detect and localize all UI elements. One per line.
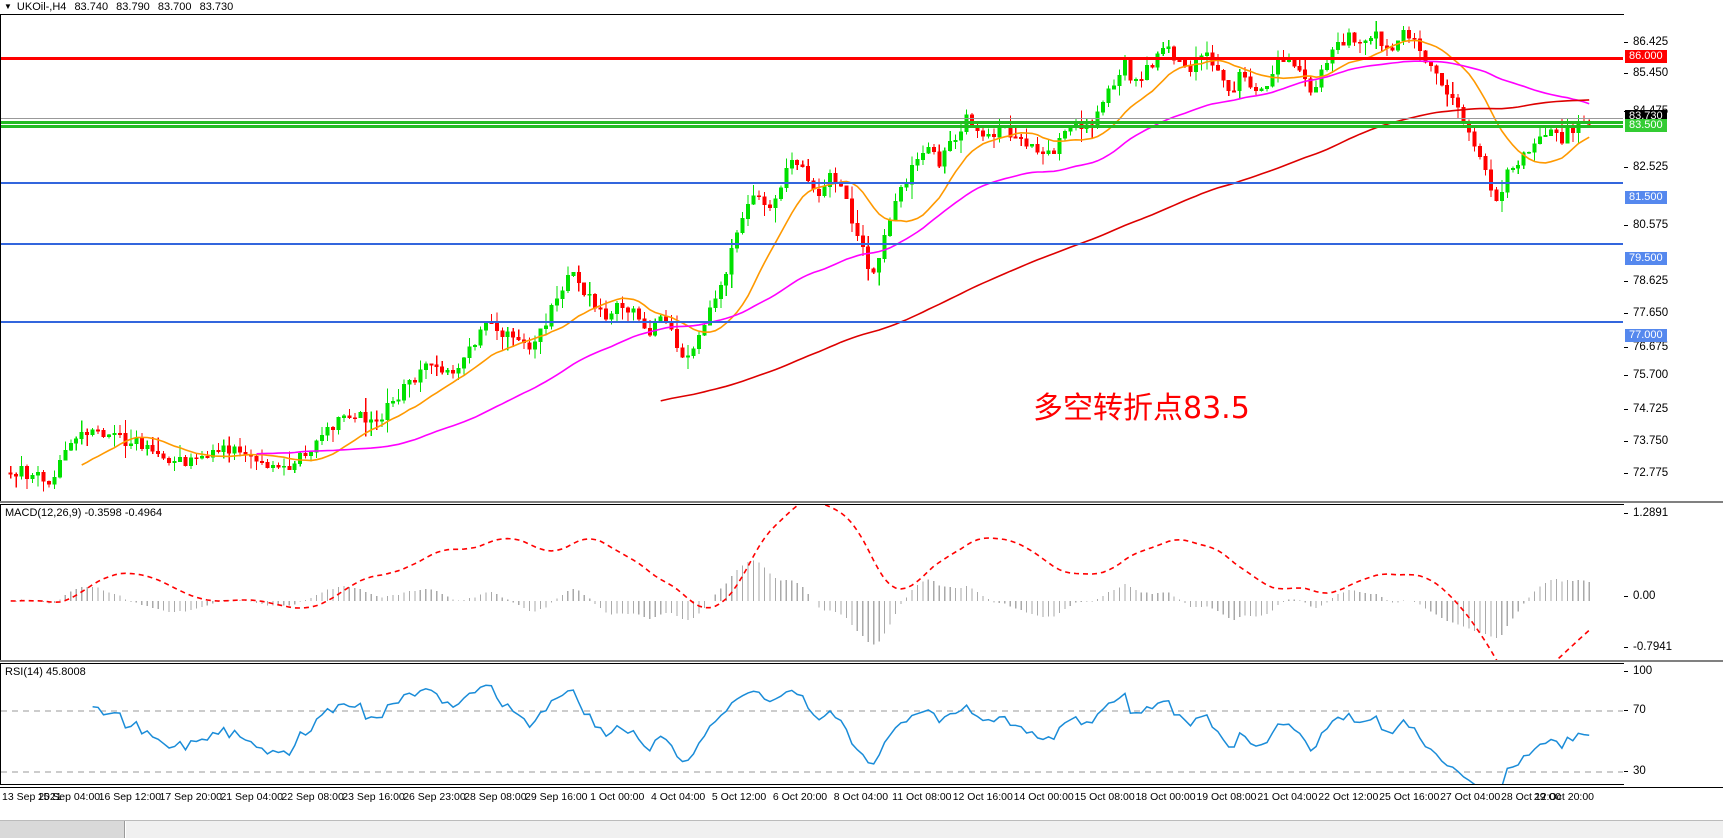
ohlc-open: 83.740 bbox=[74, 1, 109, 13]
time-axis-label: 22 Sep 08:00 bbox=[281, 791, 344, 803]
macd-histogram bbox=[15, 560, 1590, 645]
level-line-79500[interactable] bbox=[1, 243, 1623, 245]
macd-series-svg bbox=[10, 505, 1590, 660]
price-tick: 73.750 bbox=[1624, 435, 1668, 448]
price-level-pill-81500[interactable]: 81.500 bbox=[1625, 191, 1667, 204]
time-axis-label: 15 Oct 08:00 bbox=[1074, 791, 1135, 803]
current-price-line bbox=[1, 118, 1623, 119]
time-axis[interactable]: 13 Sep 2021 15 Sep 04:00 16 Sep 12:00 17 Se… bbox=[0, 787, 1723, 809]
price-tick: 77.650 bbox=[1624, 307, 1668, 320]
macd-axis[interactable]: 1.2891 0.00 -0.7941 bbox=[1624, 504, 1723, 661]
time-axis-label: 1 Oct 00:00 bbox=[590, 791, 645, 803]
time-axis-label: 28 Sep 08:00 bbox=[464, 791, 527, 803]
ohlc-high: 83.790 bbox=[116, 1, 150, 13]
time-axis-label: 16 Sep 12:00 bbox=[98, 791, 162, 803]
chart-menu-caret-icon[interactable]: ▼ bbox=[4, 2, 12, 11]
price-axis[interactable]: 86.425 86.000 85.450 84.475 83.730 83.50… bbox=[1624, 14, 1723, 502]
time-axis-label: 28 Oct 12:00 bbox=[1501, 791, 1562, 803]
macd-plot-area[interactable] bbox=[1, 505, 1623, 660]
price-panel[interactable]: 多空转折点83.5 bbox=[0, 14, 1624, 502]
rsi-tick: 30 bbox=[1624, 765, 1646, 778]
price-tick: 72.775 bbox=[1624, 467, 1668, 480]
time-axis-label: 23 Sep 16:00 bbox=[342, 791, 405, 803]
price-level-pill-77000[interactable]: 77.000 bbox=[1625, 329, 1667, 342]
price-tick: 74.725 bbox=[1624, 403, 1668, 416]
rsi-line bbox=[92, 684, 1590, 784]
macd-tick: -0.7941 bbox=[1624, 641, 1672, 654]
price-tick: 85.450 bbox=[1624, 67, 1668, 80]
price-plot-area[interactable] bbox=[1, 15, 1623, 501]
price-series-svg bbox=[8, 20, 1592, 492]
price-tick: 82.525 bbox=[1624, 161, 1668, 174]
ohlc-low: 83.700 bbox=[157, 1, 192, 13]
time-axis-label: 29 Oct 20:00 bbox=[1533, 791, 1594, 803]
price-tick: 75.700 bbox=[1624, 369, 1668, 382]
status-bar bbox=[0, 820, 1723, 838]
time-axis-label: 26 Sep 23:00 bbox=[403, 791, 466, 803]
time-axis-label: 21 Sep 04:00 bbox=[220, 791, 283, 803]
rsi-plot-area[interactable] bbox=[1, 664, 1623, 784]
ma-slow-line bbox=[660, 99, 1590, 402]
macd-panel[interactable]: MACD(12,26,9) -0.3598 -0.4964 bbox=[0, 504, 1624, 661]
time-axis-label: 4 Oct 04:00 bbox=[650, 791, 706, 803]
time-axis-label: 29 Sep 16:00 bbox=[525, 791, 588, 803]
level-line-86000[interactable] bbox=[1, 57, 1623, 60]
price-level-pill-86000[interactable]: 86.000 bbox=[1625, 50, 1667, 63]
price-level-pill-79500[interactable]: 79.500 bbox=[1625, 252, 1667, 265]
time-axis-label: 27 Oct 04:00 bbox=[1440, 791, 1501, 803]
macd-signal-line bbox=[10, 505, 1590, 660]
status-bar-chip[interactable] bbox=[0, 821, 125, 838]
chart-annotation-text: 多空转折点83.5 bbox=[1033, 391, 1250, 426]
time-axis-label: 22 Oct 12:00 bbox=[1318, 791, 1379, 803]
rsi-series-svg bbox=[1, 684, 1623, 784]
level-line-81500[interactable] bbox=[1, 182, 1623, 184]
price-level-pill-83500[interactable]: 83.500 bbox=[1625, 119, 1667, 132]
time-axis-label: 11 Oct 08:00 bbox=[892, 791, 952, 803]
symbol-label: UKOil-,H4 bbox=[16, 1, 67, 13]
time-axis-label: 15 Sep 04:00 bbox=[37, 791, 101, 803]
macd-tick: 0.00 bbox=[1624, 590, 1655, 603]
time-axis-label: 25 Oct 16:00 bbox=[1379, 791, 1440, 803]
time-axis-label: 8 Oct 04:00 bbox=[833, 791, 889, 803]
ma-fast-line bbox=[81, 39, 1590, 466]
rsi-axis[interactable]: 100 70 30 bbox=[1624, 663, 1723, 785]
candlestick-series bbox=[8, 20, 1592, 492]
time-axis-label: 17 Sep 20:00 bbox=[159, 791, 223, 803]
price-tick: 86.425 bbox=[1624, 36, 1668, 49]
time-axis-label: 14 Oct 00:00 bbox=[1013, 791, 1074, 803]
status-bar-rest bbox=[126, 821, 1723, 838]
time-axis-label: 18 Oct 00:00 bbox=[1135, 791, 1196, 803]
rsi-panel[interactable]: RSI(14) 45.8008 bbox=[0, 663, 1624, 785]
level-line-83500-upper[interactable] bbox=[1, 121, 1623, 124]
time-axis-label: 13 Sep 2021 bbox=[2, 791, 62, 803]
macd-label: MACD(12,26,9) -0.3598 -0.4964 bbox=[5, 507, 163, 519]
panel-separator-macd[interactable] bbox=[0, 501, 1723, 503]
rsi-tick: 70 bbox=[1624, 704, 1646, 717]
rsi-label: RSI(14) 45.8008 bbox=[5, 666, 86, 678]
time-axis-label: 6 Oct 20:00 bbox=[772, 791, 828, 803]
level-line-77000[interactable] bbox=[1, 321, 1623, 323]
time-axis-label: 19 Oct 08:00 bbox=[1196, 791, 1257, 803]
time-axis-label: 21 Oct 04:00 bbox=[1257, 791, 1318, 803]
price-tick: 80.575 bbox=[1624, 219, 1668, 232]
ohlc-close: 83.730 bbox=[199, 1, 234, 13]
price-tick: 78.625 bbox=[1624, 275, 1668, 288]
symbol-bar: ▼ UKOil-,H4 83.740 83.790 83.700 83.730 bbox=[0, 0, 1723, 14]
time-axis-label: 5 Oct 12:00 bbox=[711, 791, 767, 803]
level-line-83500[interactable] bbox=[1, 125, 1623, 128]
panel-separator-rsi[interactable] bbox=[0, 660, 1723, 662]
rsi-tick: 100 bbox=[1624, 665, 1652, 678]
macd-tick: 1.2891 bbox=[1624, 507, 1668, 520]
price-tick: 76.675 bbox=[1624, 341, 1668, 354]
time-axis-label: 12 Oct 16:00 bbox=[952, 791, 1013, 803]
ma-mid-line bbox=[256, 60, 1590, 455]
